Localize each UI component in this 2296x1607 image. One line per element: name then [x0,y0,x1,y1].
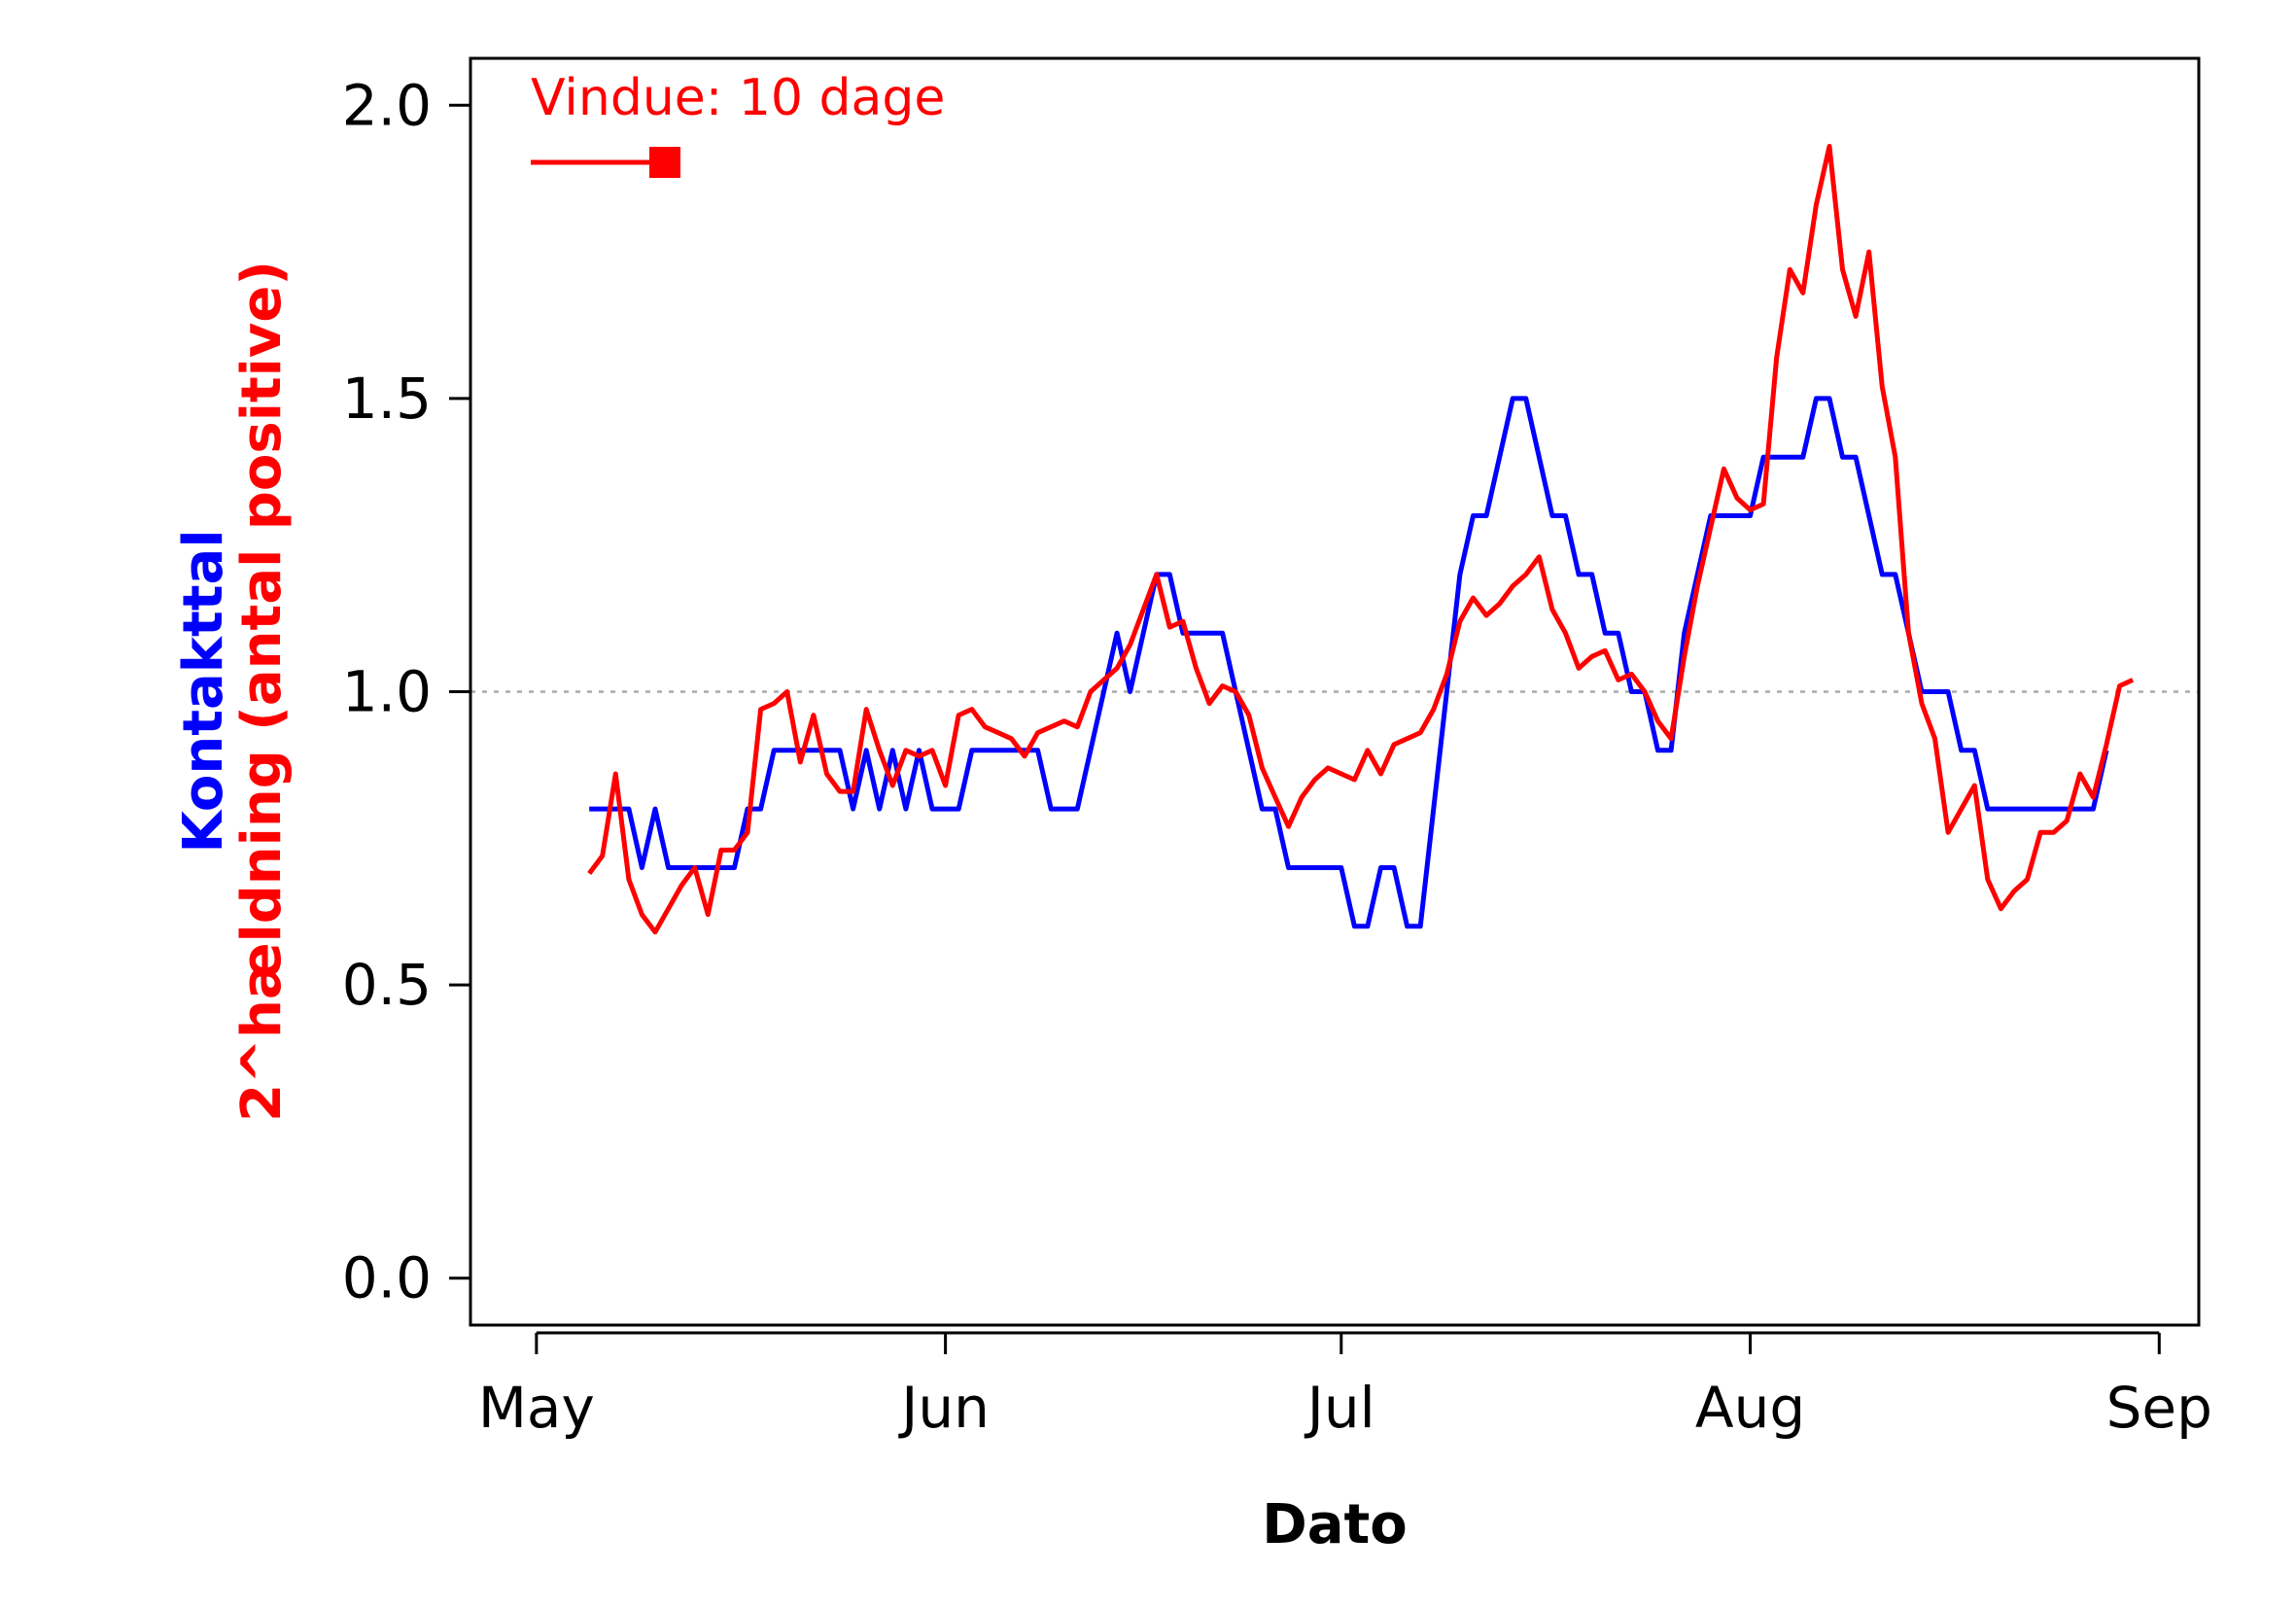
x-tick-label: May [478,1375,595,1441]
y-tick-label: 1.0 [342,659,432,725]
x-tick-label: Jun [898,1375,990,1441]
legend: Vindue: 10 dage [531,69,945,178]
legend-window-marker [649,147,680,178]
y-axis-title-part: Kontakttal [172,529,235,853]
y-tick-label: 2.0 [342,72,432,138]
y-tick-label: 0.5 [342,952,432,1018]
series-line-1 [589,396,2109,929]
y-axis-title: Kontakttal2^hældning (antal positive) [172,261,294,1122]
x-tick-label: Aug [1695,1375,1805,1441]
y-axis: 0.0 0.5 1.0 1.5 2.0 [342,72,470,1311]
x-axis: May Jun Jul Aug Sep [478,1331,2212,1441]
legend-text: Vindue: 10 dage [531,69,945,127]
x-tick-label: Sep [2106,1375,2212,1441]
y-tick-label: 0.0 [342,1245,432,1311]
x-tick-label: Jul [1305,1375,1375,1441]
y-tick-label: 1.5 [342,366,432,432]
series-line-2 [587,144,2135,935]
x-axis-title: Dato [1262,1493,1408,1556]
plot-content [470,144,2199,935]
y-axis-title-part: 2^hældning (antal positive) [230,261,294,1122]
